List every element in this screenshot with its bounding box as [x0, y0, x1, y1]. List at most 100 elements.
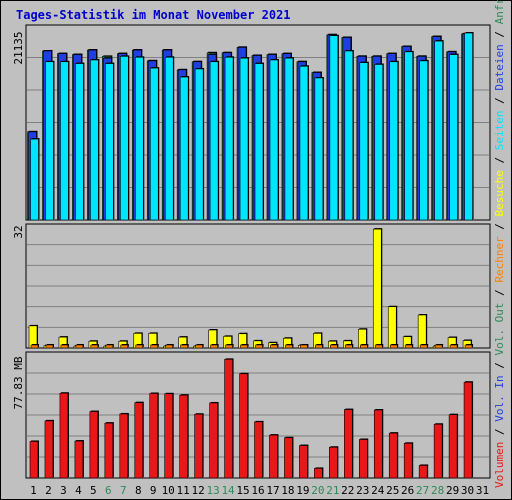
visits-bar [372, 228, 383, 349]
volume-bar [104, 422, 114, 479]
pages-bar-face [239, 57, 249, 221]
hosts-bar [240, 344, 249, 349]
legend-entry: Anfragen [493, 0, 506, 24]
legend-separator: / [493, 422, 506, 442]
legend-separator: / [493, 283, 506, 303]
legend-separator: / [493, 24, 506, 44]
hosts-bar [449, 344, 459, 349]
pages-bar [419, 59, 429, 221]
legend-entry: Volumen [493, 442, 506, 488]
pages-bar [134, 56, 145, 221]
x-tick-label: 7 [120, 484, 127, 497]
pages-bar [434, 40, 444, 221]
volume-bar-face [448, 414, 458, 479]
pages-bar-face [164, 56, 174, 221]
x-tick-label: 2 [45, 484, 52, 497]
volume-bar [373, 409, 384, 479]
volume-bar [418, 464, 429, 479]
volume-bar-face [224, 359, 233, 479]
pages-bar [449, 53, 459, 221]
x-tick-label: 29 [446, 484, 459, 497]
hosts-bar [45, 344, 54, 349]
visits-max-label: 32 [12, 225, 25, 238]
hosts-bar-face [45, 344, 54, 349]
x-tick-label: 26 [401, 484, 414, 497]
pages-bar-face [314, 77, 324, 221]
volume-bar [74, 440, 84, 479]
volume-bar [448, 413, 459, 479]
volume-bar-face [74, 440, 84, 479]
pages-bar-face [30, 138, 39, 221]
hosts-bar [315, 344, 324, 349]
x-tick-label: 23 [356, 484, 369, 497]
legend-entry: Besuche [493, 170, 506, 216]
pages-bar [90, 58, 100, 221]
volume-bar [194, 413, 204, 479]
volume-bar [134, 401, 144, 479]
pages-bar [179, 76, 190, 221]
hosts-bar [150, 344, 159, 349]
volume-bar [433, 423, 444, 479]
volume-bar [209, 401, 219, 479]
hosts-bar-face [345, 344, 353, 349]
legend-entry: Rechner [493, 236, 506, 283]
hosts-bar [90, 344, 99, 349]
hosts-bar [345, 344, 354, 349]
pages-bar-face [149, 67, 159, 221]
pages-bar [344, 49, 354, 221]
hosts-bar [180, 344, 189, 349]
volume-bar [89, 410, 99, 479]
volume-bar-face [239, 373, 248, 479]
side-legend: Volumen / Vol. In / Vol. Out / Rechner /… [493, 0, 506, 488]
volume-bar-face [358, 439, 368, 479]
x-tick-label: 14 [221, 484, 235, 497]
volume-bar-face [463, 381, 473, 479]
x-tick-label: 4 [75, 484, 82, 497]
pages-bar [299, 65, 309, 221]
hosts-bar-face [285, 344, 293, 349]
pages-bar [239, 57, 250, 221]
pages-bar [464, 32, 474, 221]
pages-bar-face [359, 62, 369, 221]
visits-bar-face [372, 228, 382, 349]
pages-bar-face [344, 50, 354, 221]
x-tick-label: 19 [296, 484, 309, 497]
volume-bar-face [179, 394, 188, 479]
hosts-bar-face [404, 344, 413, 349]
volume-bar [344, 408, 354, 479]
hosts-bar [300, 344, 309, 349]
volume-bar [149, 392, 159, 479]
volume-bar-face [29, 441, 39, 479]
pages-bar [269, 58, 279, 221]
hosts-bar [464, 344, 474, 349]
requests-max-label: 21135 [12, 31, 25, 64]
hosts-bar-face [120, 344, 129, 349]
hosts-bar [330, 344, 339, 349]
legend-separator: / [493, 356, 506, 376]
pages-bar [254, 62, 265, 221]
volume-bar-face [329, 446, 338, 479]
x-tick-label: 13 [206, 484, 219, 497]
pages-bar [224, 56, 235, 221]
volume-max-label: 77.83 MB [12, 356, 25, 409]
x-tick-label: 25 [386, 484, 399, 497]
hosts-bar [135, 344, 144, 349]
hosts-bar-face [270, 344, 278, 349]
legend-entry: Dateien [493, 44, 506, 90]
volume-bar-face [104, 422, 114, 479]
pages-bar [209, 60, 220, 221]
pages-bar-face [254, 63, 264, 221]
hosts-bar [210, 344, 219, 349]
volume-bar [329, 446, 339, 479]
volume-bar [119, 412, 129, 479]
hosts-bar [270, 344, 279, 349]
x-tick-label: 21 [326, 484, 339, 497]
visits-bar [387, 305, 398, 349]
hosts-bar-face [315, 344, 323, 349]
pages-bar-face [45, 61, 54, 221]
x-tick-label: 30 [461, 484, 474, 497]
hosts-bar-face [30, 344, 39, 349]
hosts-bar-face [240, 344, 248, 349]
volume-bar-face [344, 409, 353, 479]
